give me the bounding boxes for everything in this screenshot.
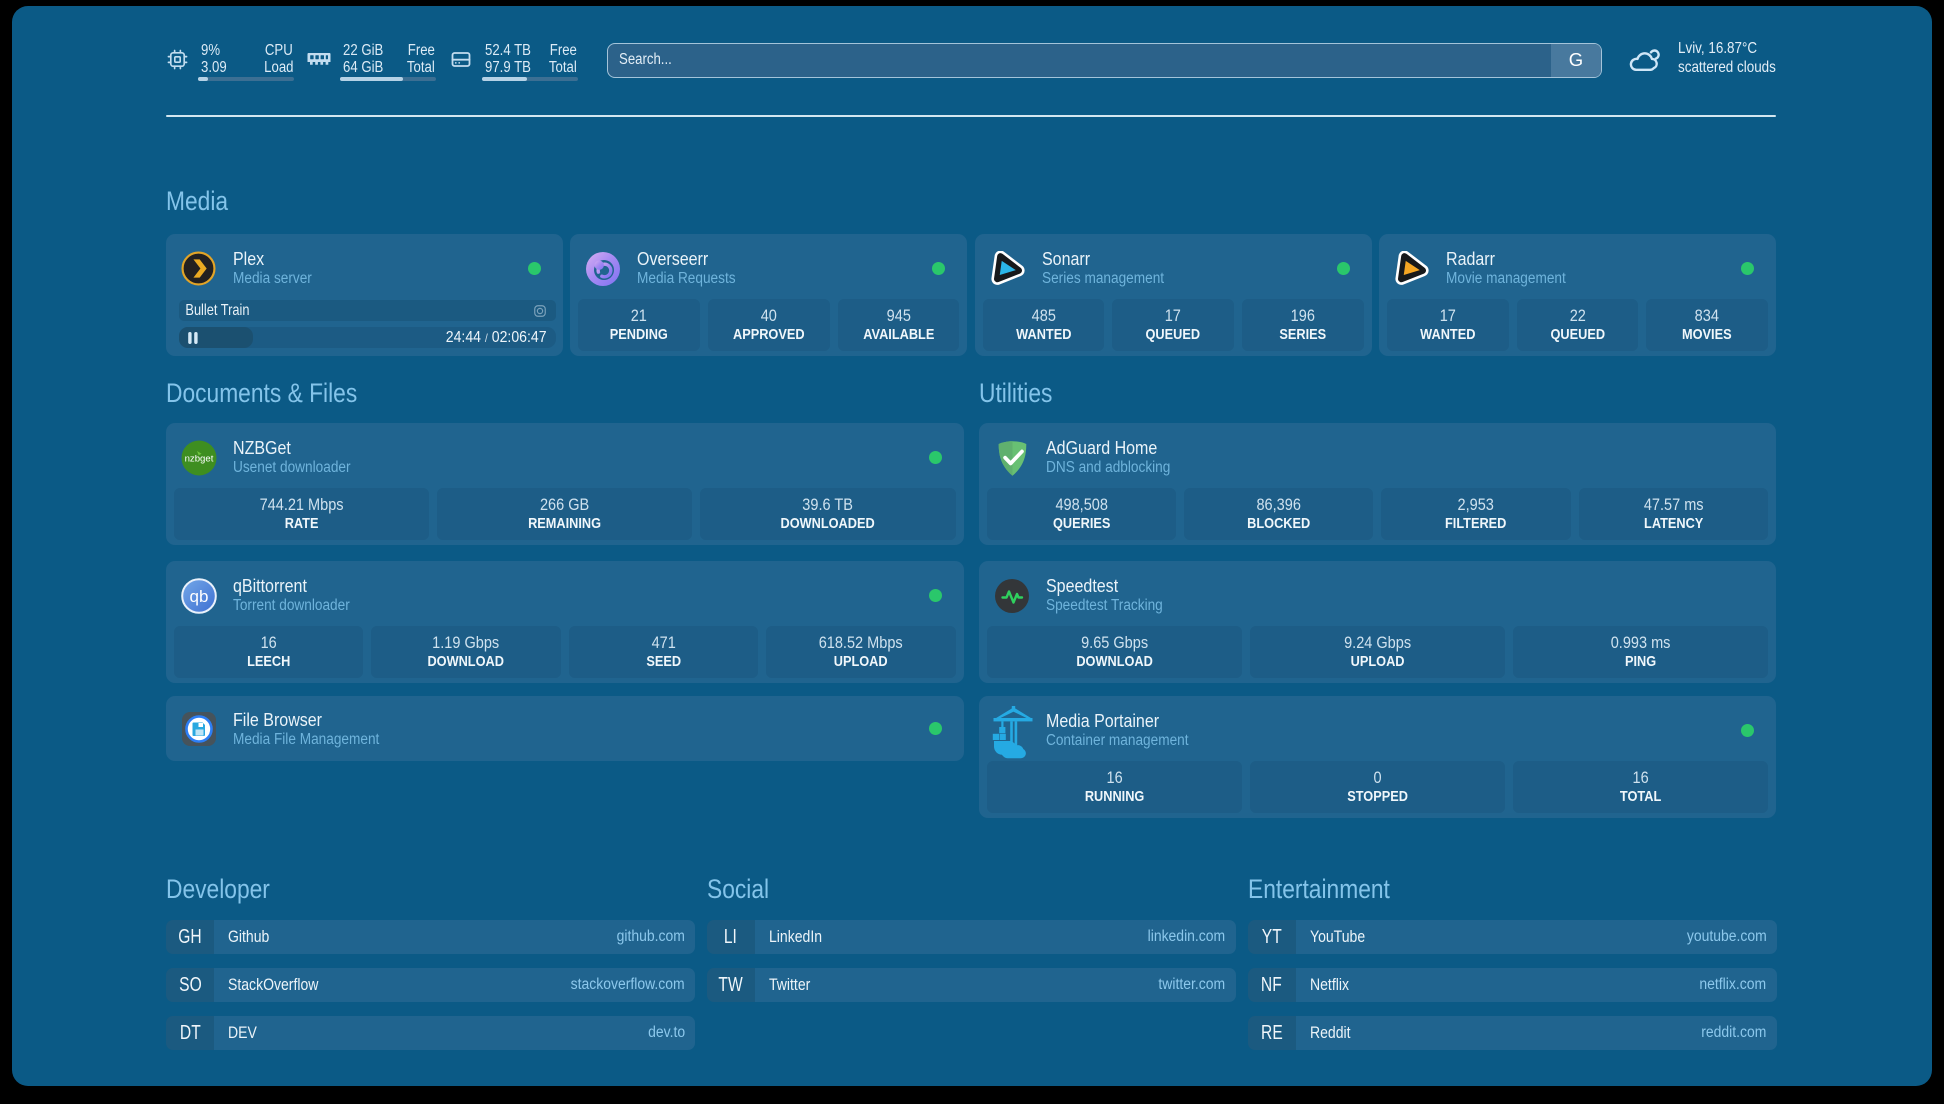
svg-text:qb: qb [190,587,209,606]
svg-text:nzbget: nzbget [185,453,214,464]
